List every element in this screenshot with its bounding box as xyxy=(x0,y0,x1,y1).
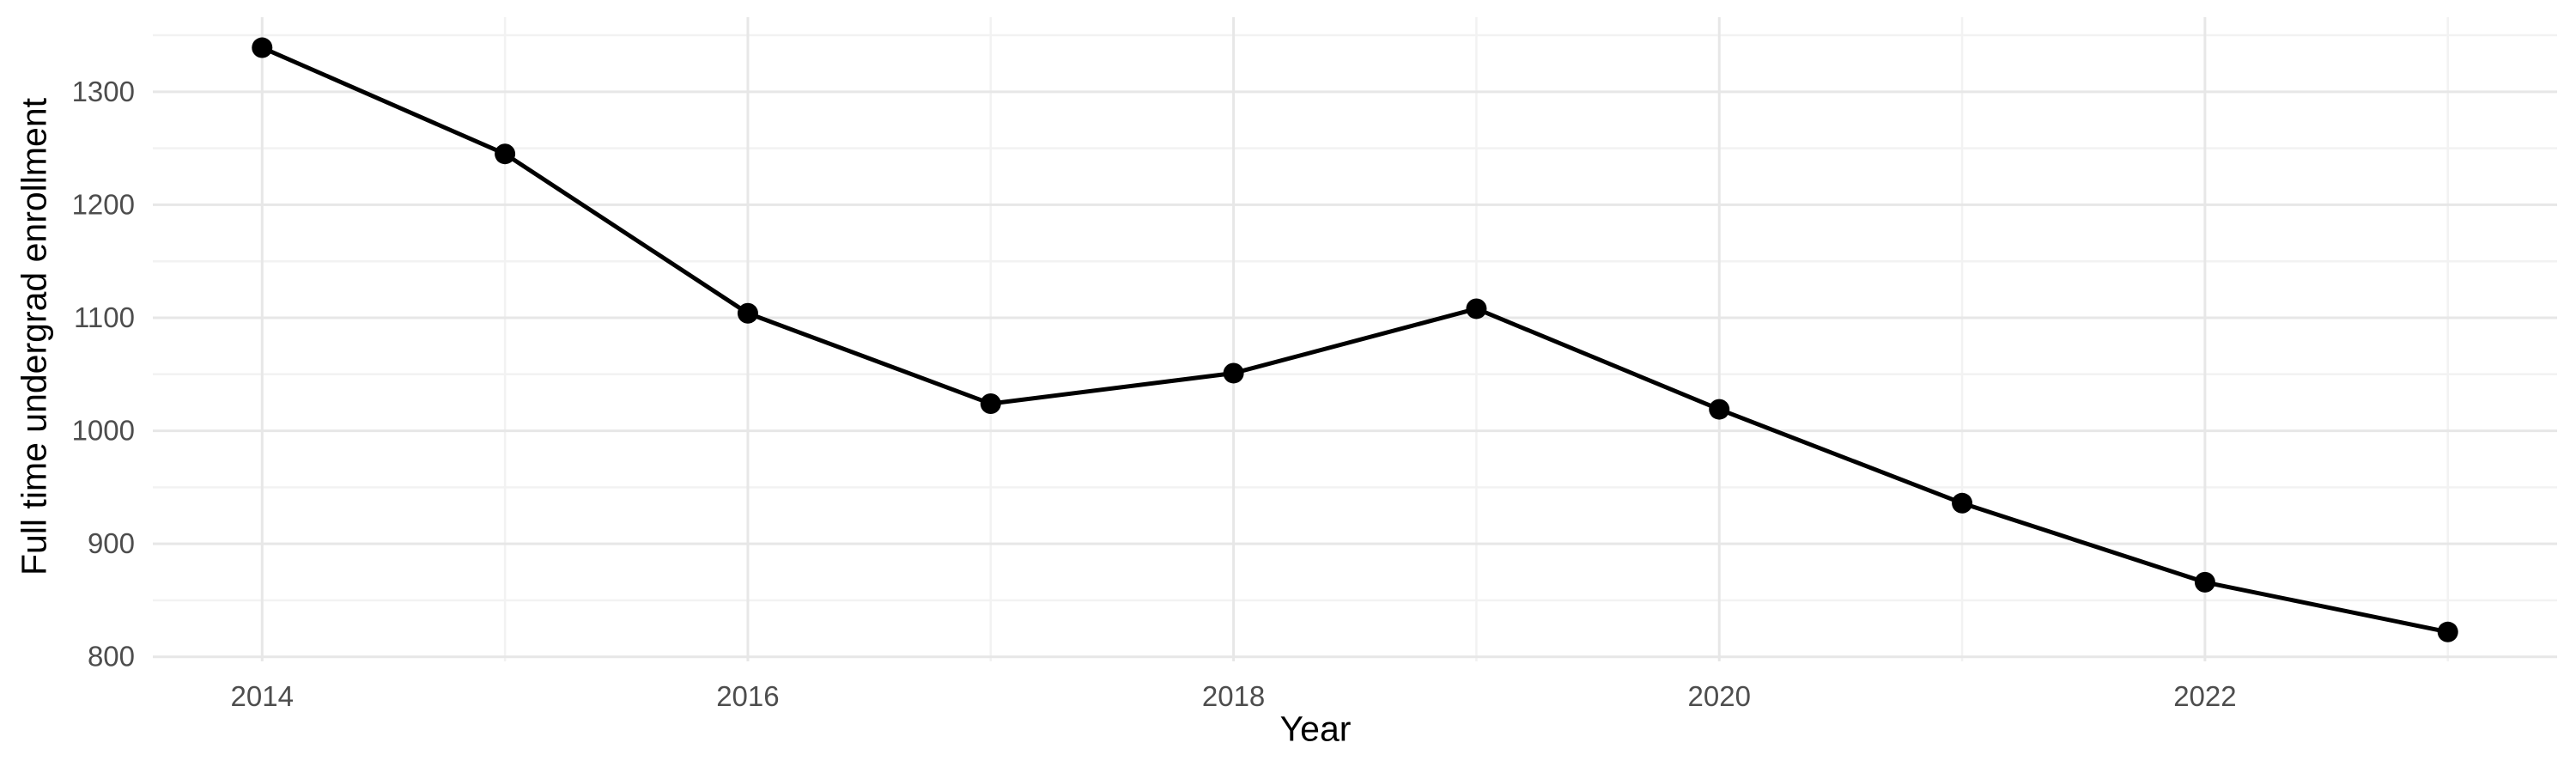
y-tick-label: 1000 xyxy=(72,415,135,447)
data-point-2017 xyxy=(980,393,1001,414)
data-point-2018 xyxy=(1223,362,1244,384)
x-tick-label: 2016 xyxy=(716,680,779,712)
y-tick-label: 900 xyxy=(88,527,135,559)
x-tick-label: 2022 xyxy=(2173,680,2236,712)
data-point-2016 xyxy=(737,302,758,324)
data-point-2019 xyxy=(1466,298,1487,320)
data-point-2015 xyxy=(495,143,516,165)
enrollment-series-line xyxy=(259,46,2451,635)
x-tick-label: 2020 xyxy=(1688,680,1751,712)
x-axis-title: Year xyxy=(1279,709,1352,749)
data-point-2021 xyxy=(1952,492,1973,514)
y-axis-title: Full time undergrad enrollment xyxy=(14,97,54,576)
data-point-2023 xyxy=(2437,621,2458,642)
data-point-2014 xyxy=(252,37,273,58)
data-point-2022 xyxy=(2194,571,2215,593)
y-tick-label: 1200 xyxy=(72,188,135,220)
x-tick-label: 2014 xyxy=(231,680,294,712)
y-tick-label: 1300 xyxy=(72,76,135,107)
x-tick-label: 2018 xyxy=(1202,680,1265,712)
data-point-2020 xyxy=(1709,399,1730,420)
y-tick-label: 800 xyxy=(88,641,135,673)
y-tick-label: 1100 xyxy=(74,301,135,333)
